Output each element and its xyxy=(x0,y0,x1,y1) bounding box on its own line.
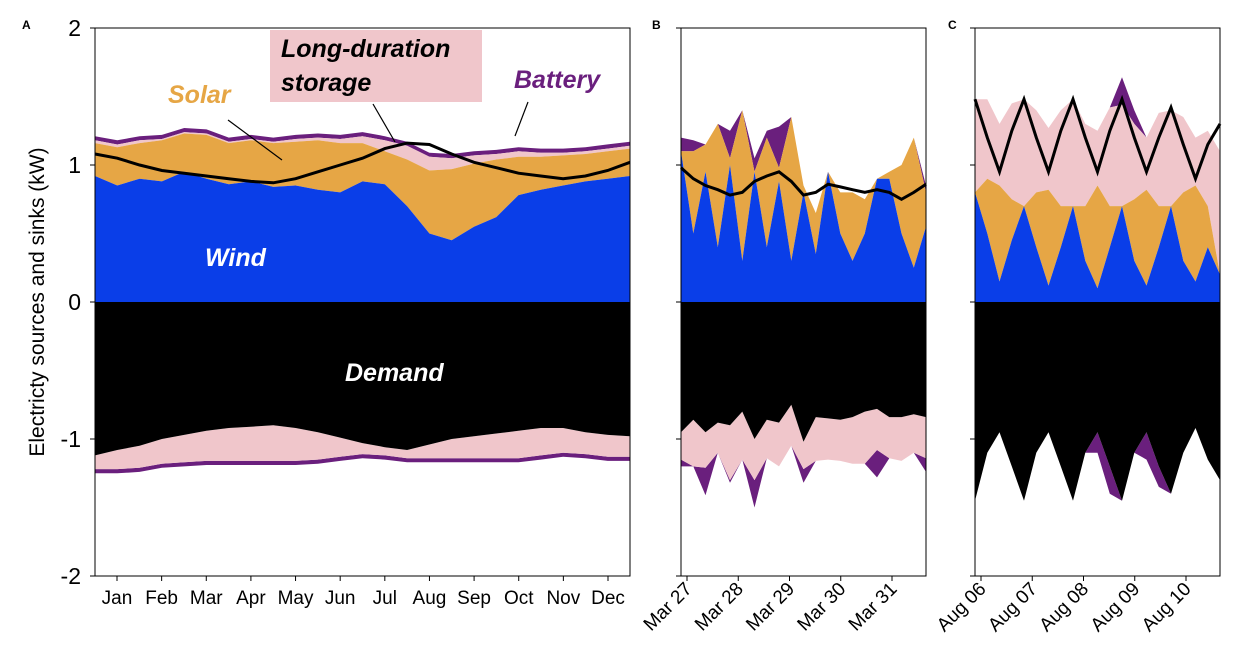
wind-annotation: Wind xyxy=(205,244,267,272)
x-tick-label: Dec xyxy=(591,588,625,609)
lds-annotation-bg xyxy=(270,30,482,102)
battery-pointer xyxy=(514,101,529,137)
x-ticks-a: Jan Feb Mar Apr May Jun Jul Aug Sep Oct Nov Dec xyxy=(102,576,625,609)
x-tick-label: Mar 28 xyxy=(691,579,748,636)
panel-letter-a: A xyxy=(22,18,31,32)
lds-area-a xyxy=(95,132,630,171)
lds-annotation-line2: storage xyxy=(281,69,371,97)
y-tick-label: 2 xyxy=(68,15,81,41)
solar-pointer xyxy=(227,119,283,161)
x-tick-label: Jan xyxy=(102,588,133,609)
x-tick-label: Oct xyxy=(504,588,534,609)
y-ticks-c xyxy=(970,27,975,577)
lds-area-c xyxy=(975,99,1220,275)
battery-charge-area-b xyxy=(681,445,926,508)
x-tick-label: Feb xyxy=(145,588,178,609)
plot-area-c xyxy=(973,77,1222,501)
plot-area-a xyxy=(94,128,631,474)
panel-a: A -2 -1 0 1 2 Jan Feb Mar Apr May Jun Jul Aug Sep Oct… xyxy=(22,15,631,609)
solar-area-b xyxy=(681,110,926,268)
y-tick-label: 0 xyxy=(68,289,81,315)
solar-annotation: Solar xyxy=(168,81,232,109)
lds-charge-area-b xyxy=(681,404,926,481)
plot-area-b xyxy=(680,110,927,508)
x-tick-label: Mar 27 xyxy=(640,579,697,636)
y-ticks-a: -2 -1 0 1 2 xyxy=(61,15,95,589)
battery-annotation: Battery xyxy=(514,66,601,94)
wind-area-a xyxy=(95,171,630,302)
x-tick-label: Mar 29 xyxy=(742,579,799,636)
battery-area-a xyxy=(95,128,630,159)
wind-area-c xyxy=(975,192,1220,302)
demand-line-a xyxy=(94,141,631,185)
x-tick-label: Aug 09 xyxy=(1087,579,1144,636)
x-tick-label: Aug 08 xyxy=(1036,579,1093,636)
x-tick-label: May xyxy=(278,588,314,609)
demand-line-b xyxy=(680,166,927,202)
panel-letter-b: B xyxy=(652,18,661,32)
lds-charge-area-a xyxy=(95,425,630,470)
panel-letter-c: C xyxy=(948,18,957,32)
x-tick-label: Mar 31 xyxy=(845,579,902,636)
x-tick-label: Aug 07 xyxy=(984,579,1041,636)
y-tick-label: 1 xyxy=(68,152,81,178)
x-tick-label: Mar xyxy=(190,588,223,609)
y-axis-label: Electricty sources and sinks (kW) xyxy=(26,147,49,456)
demand-annotation: Demand xyxy=(345,359,444,387)
y-tick-label: -2 xyxy=(61,563,81,589)
demand-area-c xyxy=(975,302,1220,501)
x-tick-label: Apr xyxy=(236,588,266,609)
demand-line-c xyxy=(973,94,1222,184)
x-tick-label: Jun xyxy=(325,588,356,609)
y-tick-label: -1 xyxy=(61,426,81,452)
demand-area-a xyxy=(95,302,630,456)
solar-area-a xyxy=(95,133,630,241)
x-tick-label: Sep xyxy=(457,588,491,609)
lds-annotation-line1: Long-duration xyxy=(281,35,450,63)
solar-area-c xyxy=(975,178,1220,289)
x-tick-label: Aug 06 xyxy=(933,579,990,636)
x-tick-label: Aug xyxy=(413,588,447,609)
demand-area-b xyxy=(681,302,926,442)
battery-charge-area-a xyxy=(95,452,630,474)
y-ticks-b xyxy=(676,27,681,577)
x-tick-label: Nov xyxy=(546,588,580,609)
battery-charge-area-c xyxy=(975,428,1220,501)
lds-pointer xyxy=(372,103,396,143)
x-tick-label: Aug 10 xyxy=(1138,579,1195,636)
x-tick-label: Mar 30 xyxy=(794,579,851,636)
x-tick-label: Jul xyxy=(373,588,397,609)
wind-area-b xyxy=(681,151,926,302)
